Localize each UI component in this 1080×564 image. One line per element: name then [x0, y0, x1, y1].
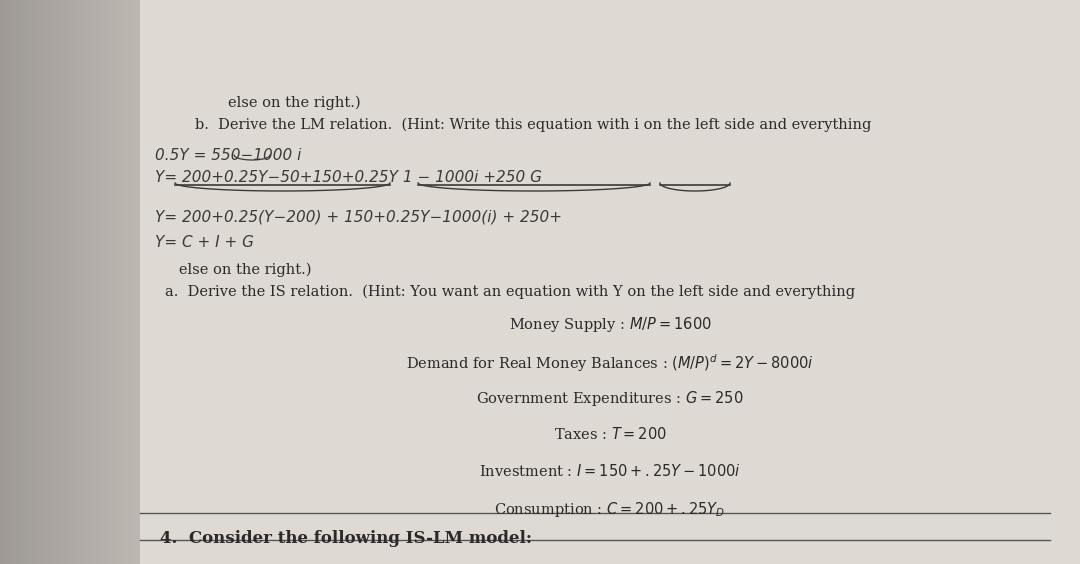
- Bar: [140, 0, 1080, 564]
- Text: Money Supply : $M/P = 1600$: Money Supply : $M/P = 1600$: [509, 315, 712, 334]
- Text: Y= 200+0.25Y−50+150+0.25Y 1 − 1000i +250 G: Y= 200+0.25Y−50+150+0.25Y 1 − 1000i +250…: [156, 170, 542, 185]
- Text: else on the right.): else on the right.): [228, 96, 361, 111]
- Text: 4.  Consider the following IS-LM model:: 4. Consider the following IS-LM model:: [160, 530, 532, 547]
- Bar: [140, 169, 1080, 226]
- Bar: [140, 226, 1080, 282]
- Text: b.  Derive the LM relation.  (Hint: Write this equation with i on the left side : b. Derive the LM relation. (Hint: Write …: [195, 118, 872, 133]
- Bar: [140, 56, 1080, 113]
- Text: a.  Derive the IS relation.  (Hint: You want an equation with Y on the left side: a. Derive the IS relation. (Hint: You wa…: [165, 285, 855, 299]
- Bar: [140, 338, 1080, 395]
- Text: Y= C + I + G: Y= C + I + G: [156, 235, 254, 250]
- Bar: [140, 0, 1080, 56]
- Text: Taxes : $T = 200$: Taxes : $T = 200$: [554, 426, 666, 442]
- Text: 0.5Y = 550−1000 i: 0.5Y = 550−1000 i: [156, 148, 301, 163]
- Text: Demand for Real Money Balances : $(M/P)^d = 2Y - 8000i$: Demand for Real Money Balances : $(M/P)^…: [406, 352, 814, 374]
- Text: Government Expenditures : $G = 250$: Government Expenditures : $G = 250$: [476, 389, 744, 408]
- Bar: [140, 395, 1080, 451]
- Bar: [140, 508, 1080, 564]
- Bar: [140, 451, 1080, 508]
- Text: else on the right.): else on the right.): [165, 263, 311, 277]
- Bar: [140, 282, 1080, 338]
- Bar: [140, 113, 1080, 169]
- Text: Consumption : $C = 200 + .25Y_D$: Consumption : $C = 200 + .25Y_D$: [495, 500, 726, 519]
- Text: Y= 200+0.25(Y−200) + 150+0.25Y−1000(i) + 250+: Y= 200+0.25(Y−200) + 150+0.25Y−1000(i) +…: [156, 210, 562, 225]
- Text: Investment : $I = 150 + .25Y - 1000i$: Investment : $I = 150 + .25Y - 1000i$: [480, 463, 741, 479]
